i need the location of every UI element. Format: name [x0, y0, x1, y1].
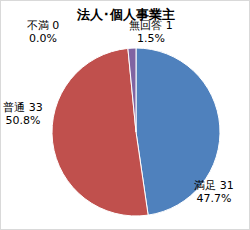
svg-text:無回答 11.5%: 無回答 11.5% — [129, 19, 173, 45]
html-text:法人･個人事業主: 法人･個人事業主 — [77, 7, 175, 22]
svg-text:満足 3147.7%: 満足 3147.7% — [194, 179, 234, 205]
svg-text:普通 3350.8%: 普通 3350.8% — [8, 101, 43, 127]
svg-text:不満 00.0%: 不満 00.0% — [27, 19, 60, 45]
